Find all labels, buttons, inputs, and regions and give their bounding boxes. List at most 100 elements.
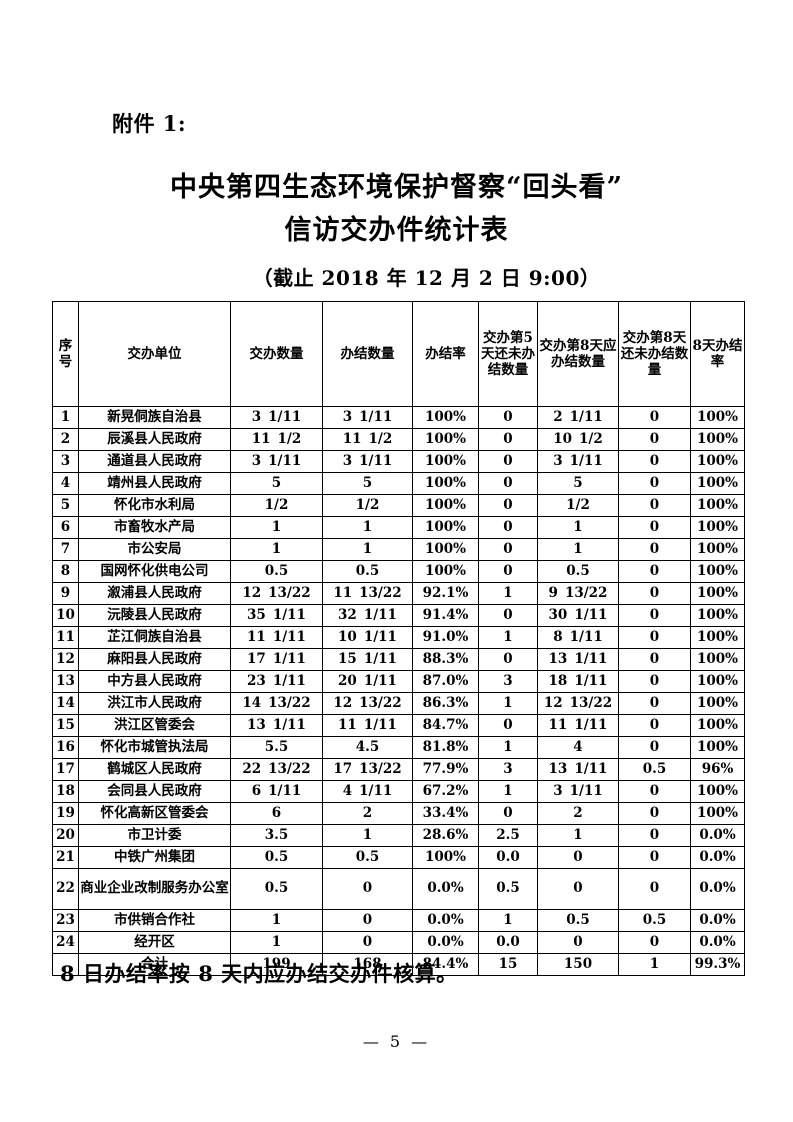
cell-unit: 市卫计委 xyxy=(78,824,231,847)
cell-seq: 23 xyxy=(52,909,79,932)
cell-seq: 13 xyxy=(52,670,79,693)
column-header-assigned-qty-label: 交办数量 xyxy=(249,345,304,362)
cell-day8-rate: 100% xyxy=(690,670,745,693)
cell-completion-rate: 81.8% xyxy=(412,736,479,759)
cell-day8-due: 8 1/11 xyxy=(537,626,619,649)
cell-assigned-qty-whole: 11 xyxy=(247,628,266,645)
cell-completion-rate: 28.6% xyxy=(412,824,479,847)
cell-day5-unfinished: 3 xyxy=(478,758,538,781)
cell-completed-qty: 1 xyxy=(322,516,413,539)
cell-completed-qty: 2 xyxy=(322,802,413,825)
cell-day8-unfinished: 0 xyxy=(618,516,691,539)
cell-day8-due: 30 1/11 xyxy=(537,604,619,627)
cell-completed-qty-whole: 15 xyxy=(338,650,357,667)
cell-unit: 合计 xyxy=(78,953,231,976)
page-subtitle-cutoff-time: （截止 2018 年 12 月 2 日 9:00） xyxy=(252,266,601,290)
cell-assigned-qty: 17 1/11 xyxy=(230,648,323,671)
cell-day5-unfinished: 0 xyxy=(478,538,538,561)
cell-day5-unfinished: 1 xyxy=(478,736,538,759)
cell-day8-due-whole: 9 xyxy=(548,584,558,601)
cell-completed-qty-whole: 168 xyxy=(353,955,382,972)
cell-day8-due-fraction: 1/11 xyxy=(574,672,608,689)
cell-day8-unfinished: 0 xyxy=(618,846,691,869)
cell-assigned-qty: 1 xyxy=(230,931,323,954)
cell-assigned-qty: 1 xyxy=(230,516,323,539)
cell-completed-qty: 0.5 xyxy=(322,846,413,869)
cell-unit: 鹤城区人民政府 xyxy=(78,758,231,781)
cell-day8-rate: 100% xyxy=(690,780,745,803)
column-header-day5-unfinished-label: 交办第5天还未办结数量 xyxy=(481,329,535,379)
cell-day8-unfinished: 0 xyxy=(618,582,691,605)
cell-completion-rate: 86.3% xyxy=(412,692,479,715)
cell-unit: 沅陵县人民政府 xyxy=(78,604,231,627)
cell-assigned-qty-fraction: 13/22 xyxy=(268,694,311,711)
cell-day5-unfinished: 2.5 xyxy=(478,824,538,847)
cell-day5-unfinished: 0 xyxy=(478,428,538,451)
cell-unit: 市畜牧水产局 xyxy=(78,516,231,539)
cell-assigned-qty: 0.5 xyxy=(230,868,323,910)
cell-completion-rate: 0.0% xyxy=(412,909,479,932)
cell-day5-unfinished: 1 xyxy=(478,909,538,932)
cell-day8-due-whole: 18 xyxy=(548,672,568,689)
cell-completed-qty-whole: 0 xyxy=(362,880,373,897)
cell-day8-due-fraction: 13/22 xyxy=(564,584,608,601)
cell-day5-unfinished: 15 xyxy=(478,953,538,976)
cell-completion-rate: 0.0% xyxy=(412,868,479,910)
cell-day8-due-whole: 2 xyxy=(553,408,563,425)
cell-day8-unfinished: 0 xyxy=(618,648,691,671)
cell-completed-qty-fraction: 1/11 xyxy=(363,650,397,667)
cell-assigned-qty-fraction: 1/11 xyxy=(272,628,306,645)
table-row: 16 怀化市城管执法局 5.5 4.5 81.8% 1 4 0 100% xyxy=(52,736,745,759)
cell-assigned-qty-whole: 1/2 xyxy=(264,496,289,513)
cell-day5-unfinished: 1 xyxy=(478,582,538,605)
cell-seq: 10 xyxy=(52,604,79,627)
table-row: 5 怀化市水利局 1/2 1/2 100% 0 1/2 0 100% xyxy=(52,494,745,517)
cell-completed-qty: 17 13/22 xyxy=(322,758,413,781)
cell-completed-qty-fraction: 13/22 xyxy=(359,760,402,777)
cell-day8-unfinished: 0.5 xyxy=(618,758,691,781)
cell-unit: 靖州县人民政府 xyxy=(78,472,231,495)
cell-completed-qty: 3 1/11 xyxy=(322,406,413,429)
cell-completed-qty-whole: 1 xyxy=(362,826,373,843)
cell-completed-qty-whole: 11 xyxy=(333,584,353,601)
cell-completed-qty-fraction: 1/11 xyxy=(359,408,393,425)
cell-completed-qty-whole: 17 xyxy=(333,760,353,777)
cell-completion-rate: 33.4% xyxy=(412,802,479,825)
cell-seq: 6 xyxy=(52,516,79,539)
cell-assigned-qty-whole: 14 xyxy=(242,694,262,711)
table-row: 20 市卫计委 3.5 1 28.6% 2.5 1 0 0.0% xyxy=(52,824,745,847)
cell-seq: 24 xyxy=(52,931,79,954)
cell-unit: 会同县人民政府 xyxy=(78,780,231,803)
table-row: 22 商业企业改制服务办公室 0.5 0 0.0% 0.5 0 0 0.0% xyxy=(52,868,745,910)
cell-day8-due-whole: 12 xyxy=(543,694,563,711)
cell-completion-rate: 87.0% xyxy=(412,670,479,693)
cell-assigned-qty-whole: 3 xyxy=(251,408,262,425)
cell-assigned-qty: 0.5 xyxy=(230,846,323,869)
table-header: 序号 交办单位 交办数量 办结数量 办结率 交办第5天还未办 xyxy=(52,301,745,407)
cell-day8-rate: 100% xyxy=(690,692,745,715)
cell-completed-qty: 0 xyxy=(322,868,413,910)
cell-assigned-qty-whole: 199 xyxy=(262,955,291,972)
cell-unit: 中方县人民政府 xyxy=(78,670,231,693)
cell-day8-rate: 100% xyxy=(690,626,745,649)
cell-completed-qty-whole: 3 xyxy=(342,408,353,425)
cell-assigned-qty-whole: 1 xyxy=(271,933,282,950)
cell-assigned-qty-whole: 5 xyxy=(271,474,282,491)
cell-completion-rate: 0.0% xyxy=(412,931,479,954)
cell-assigned-qty: 3 1/11 xyxy=(230,450,323,473)
cell-day8-rate: 0.0% xyxy=(690,909,745,932)
column-header-day8-due-label: 交办第8天应办结数量 xyxy=(539,337,617,370)
cell-seq: 4 xyxy=(52,472,79,495)
cell-day8-rate: 100% xyxy=(690,582,745,605)
cell-day8-due: 18 1/11 xyxy=(537,670,619,693)
cell-completed-qty: 11 13/22 xyxy=(322,582,413,605)
column-header-seq: 序号 xyxy=(52,301,79,407)
cell-assigned-qty: 1 xyxy=(230,909,323,932)
cell-completed-qty-fraction: 1/11 xyxy=(363,716,397,733)
cell-completed-qty-whole: 12 xyxy=(333,694,353,711)
cell-day8-rate: 100% xyxy=(690,714,745,737)
cell-completed-qty-whole: 11 xyxy=(342,430,362,447)
cell-completed-qty-whole: 0 xyxy=(362,911,373,928)
table-row: 13 中方县人民政府 23 1/11 20 1/11 87.0% 3 18 1/11 0 100% xyxy=(52,670,745,693)
cell-day8-unfinished: 0 xyxy=(618,780,691,803)
